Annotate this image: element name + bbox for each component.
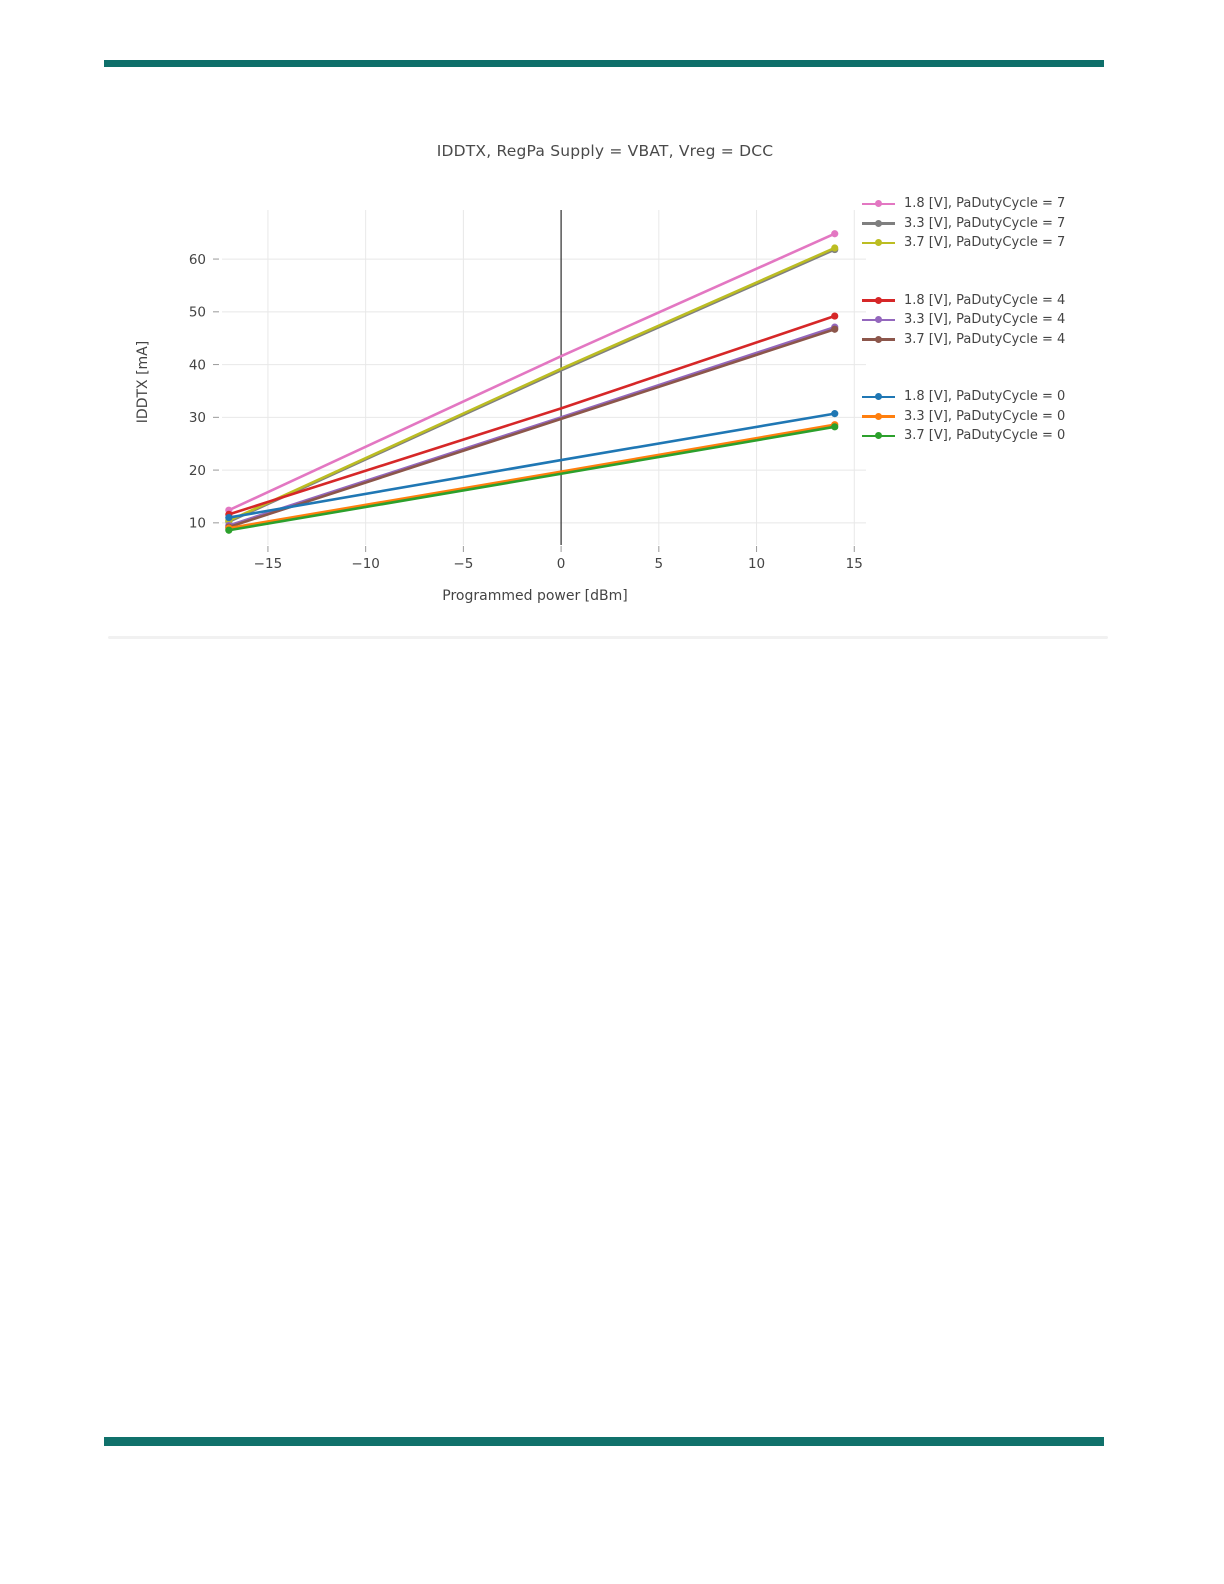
x-tick-label: 10 [748, 556, 765, 572]
legend-item: 3.7 [V], PaDutyCycle = 4 [862, 330, 1065, 350]
legend-line-marker-swatch [862, 216, 895, 230]
series-line [227, 425, 837, 532]
legend: 1.8 [V], PaDutyCycle = 7 3.3 [V], PaDutyC… [862, 194, 1065, 484]
legend-line-marker-swatch [862, 429, 895, 443]
legend-item: 3.3 [V], PaDutyCycle = 0 [862, 407, 1065, 427]
legend-group: 1.8 [V], PaDutyCycle = 0 3.3 [V], PaDutyC… [862, 387, 1065, 446]
bottom-horizontal-rule [104, 1437, 1104, 1446]
y-tick-label: 10 [189, 516, 206, 532]
legend-label: 3.3 [V], PaDutyCycle = 4 [904, 312, 1066, 328]
series-marker [225, 513, 233, 522]
legend-group: 1.8 [V], PaDutyCycle = 4 3.3 [V], PaDutyC… [862, 291, 1065, 350]
legend-item: 1.8 [V], PaDutyCycle = 4 [862, 291, 1065, 311]
y-tick-label: 40 [189, 357, 206, 373]
line-chart: −15 −10 −5 0 5 10 15 10 20 30 40 50 60 [189, 210, 866, 572]
legend-label: 3.3 [V], PaDutyCycle = 7 [904, 215, 1066, 231]
series-line [227, 412, 837, 519]
legend-item: 1.8 [V], PaDutyCycle = 7 [862, 194, 1065, 214]
series-marker [831, 325, 839, 333]
x-tick-label: 0 [557, 556, 566, 572]
series-marker [831, 230, 839, 238]
legend-label: 3.7 [V], PaDutyCycle = 7 [904, 235, 1066, 251]
legend-line-marker-swatch [862, 293, 895, 307]
legend-item: 3.3 [V], PaDutyCycle = 4 [862, 310, 1065, 330]
series-line [227, 325, 837, 527]
series-line [227, 314, 837, 516]
legend-label: 1.8 [V], PaDutyCycle = 4 [904, 292, 1066, 308]
y-tick-label: 20 [189, 463, 206, 479]
y-axis-label: IDDTX [mA] [135, 340, 151, 424]
legend-line-marker-swatch [862, 409, 895, 423]
legend-line-marker-swatch [862, 332, 895, 346]
x-tick-label: 5 [655, 556, 664, 572]
series-line [227, 327, 837, 529]
legend-label: 3.7 [V], PaDutyCycle = 4 [904, 331, 1066, 347]
legend-item: 3.3 [V], PaDutyCycle = 7 [862, 214, 1065, 234]
legend-line-marker-swatch [862, 236, 895, 250]
figure-bottom-separator [108, 636, 1108, 639]
x-tick-label: −5 [453, 556, 473, 572]
series-line [227, 232, 837, 512]
legend-line-marker-swatch [862, 313, 895, 327]
legend-label: 1.8 [V], PaDutyCycle = 7 [904, 196, 1066, 212]
series-marker [831, 244, 839, 252]
legend-label: 3.3 [V], PaDutyCycle = 0 [904, 408, 1066, 424]
chart-title: IDDTX, RegPa Supply = VBAT, Vreg = DCC [436, 142, 774, 160]
legend-label: 1.8 [V], PaDutyCycle = 0 [904, 389, 1066, 405]
series-marker [831, 410, 839, 418]
legend-item: 3.7 [V], PaDutyCycle = 7 [862, 233, 1065, 253]
legend-item: 3.7 [V], PaDutyCycle = 0 [862, 426, 1065, 446]
series-marker [831, 312, 839, 320]
series-line [227, 248, 837, 524]
top-horizontal-rule [104, 60, 1104, 67]
x-axis-label: Programmed power [dBm] [442, 588, 628, 604]
y-tick-label: 30 [189, 410, 206, 426]
legend-label: 3.7 [V], PaDutyCycle = 0 [904, 428, 1066, 444]
y-tick-label: 50 [189, 305, 206, 321]
x-tick-label: −15 [254, 556, 282, 572]
legend-line-marker-swatch [862, 197, 895, 211]
series-marker [225, 526, 233, 534]
legend-item: 1.8 [V], PaDutyCycle = 0 [862, 387, 1065, 407]
series-marker [831, 423, 839, 431]
x-tick-label: −10 [351, 556, 380, 572]
legend-line-marker-swatch [862, 390, 895, 404]
series-line [227, 246, 837, 523]
y-tick-label: 60 [189, 252, 206, 268]
series-line [227, 423, 837, 530]
legend-group: 1.8 [V], PaDutyCycle = 7 3.3 [V], PaDutyC… [862, 194, 1065, 253]
x-tick-label: 15 [846, 556, 863, 572]
